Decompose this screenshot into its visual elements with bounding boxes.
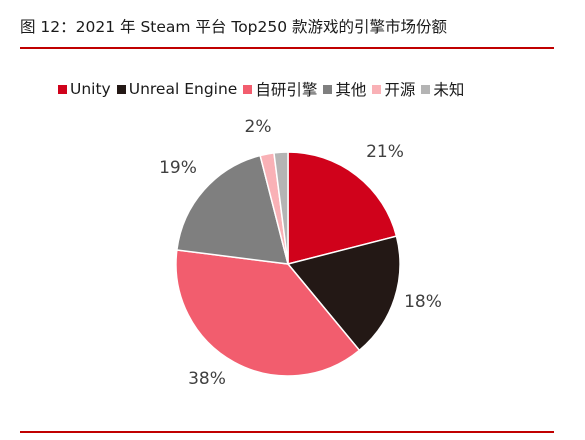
slice-percent-label: 2% <box>245 117 272 137</box>
slice-percent-label: 21% <box>366 142 404 162</box>
pie-slice-2 <box>286 235 401 352</box>
title-divider <box>20 47 554 49</box>
chart-legend: Unity Unreal Engine 自研引擎 其他 开源 未知 <box>58 78 470 100</box>
legend-label: Unity <box>70 80 111 98</box>
legend-item-other: 其他 <box>323 78 366 100</box>
slice-percent-label: 18% <box>404 292 442 312</box>
legend-swatch <box>58 84 67 94</box>
pie-slice-6 <box>273 151 289 265</box>
legend-label: 其他 <box>335 81 367 99</box>
figure-title: 图 12：2021 年 Steam 平台 Top250 款游戏的引擎市场份额 <box>20 18 448 36</box>
legend-item-opensource: 开源 <box>372 78 415 100</box>
legend-item-unknown: 未知 <box>421 78 464 100</box>
pie-slice-3 <box>175 249 361 377</box>
legend-item-unreal: Unreal Engine <box>116 80 238 98</box>
legend-label: 自研引擎 <box>255 81 318 99</box>
legend-item-inhouse: 自研引擎 <box>243 78 317 100</box>
legend-swatch <box>323 84 333 94</box>
legend-item-unity: Unity <box>58 80 111 98</box>
legend-swatch <box>421 84 431 94</box>
legend-swatch <box>243 84 253 94</box>
legend-swatch <box>116 84 126 94</box>
pie-slice-4 <box>176 154 290 265</box>
slice-percent-label: 38% <box>188 369 226 389</box>
legend-swatch <box>372 84 382 94</box>
slice-percent-label: 19% <box>159 158 197 178</box>
bottom-divider <box>20 431 554 433</box>
pie-slice-1 <box>287 151 398 265</box>
legend-label: Unreal Engine <box>128 80 238 98</box>
legend-label: 开源 <box>384 81 416 99</box>
legend-label: 未知 <box>433 81 465 99</box>
